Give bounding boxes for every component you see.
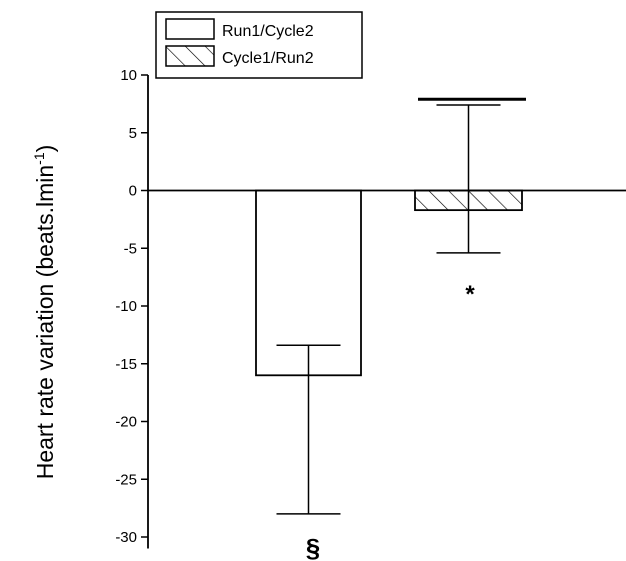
bars-layer [255,189,523,377]
y-axis-title: Heart rate variation (beats.lmin-1) [31,145,58,480]
y-axis-title-superscript: -1 [31,152,47,165]
y-axis-title-main: Heart rate variation (beats.lmin [32,165,58,479]
y-tick-label: -25 [115,471,137,488]
y-tick-label: -15 [115,356,137,373]
legend-swatch-2 [165,45,215,67]
y-axis-title-close: ) [32,145,58,153]
y-tick-label: 10 [120,67,137,84]
legend-swatch-1 [165,18,215,40]
annotation-1: § [306,533,320,561]
annotations-layer: §* [306,281,476,561]
y-tick-label: -20 [115,414,137,431]
error-bars-layer [276,104,501,515]
y-tick-label: -5 [124,240,137,257]
bar-1 [255,189,362,377]
legend: Run1/Cycle2 Cycle1/Run2 [155,11,363,79]
y-tick-label: -30 [115,529,137,546]
legend-label-2: Cycle1/Run2 [222,50,314,67]
legend-label-1: Run1/Cycle2 [222,23,314,40]
y-tick-label: 5 [129,125,137,142]
y-tick-label: 0 [129,183,137,200]
y-tick-label: -10 [115,298,137,315]
y-axis: 10 5 0 -5 -10 -15 -20 -25 -30 [115,67,149,549]
annotation-2: * [465,281,475,308]
